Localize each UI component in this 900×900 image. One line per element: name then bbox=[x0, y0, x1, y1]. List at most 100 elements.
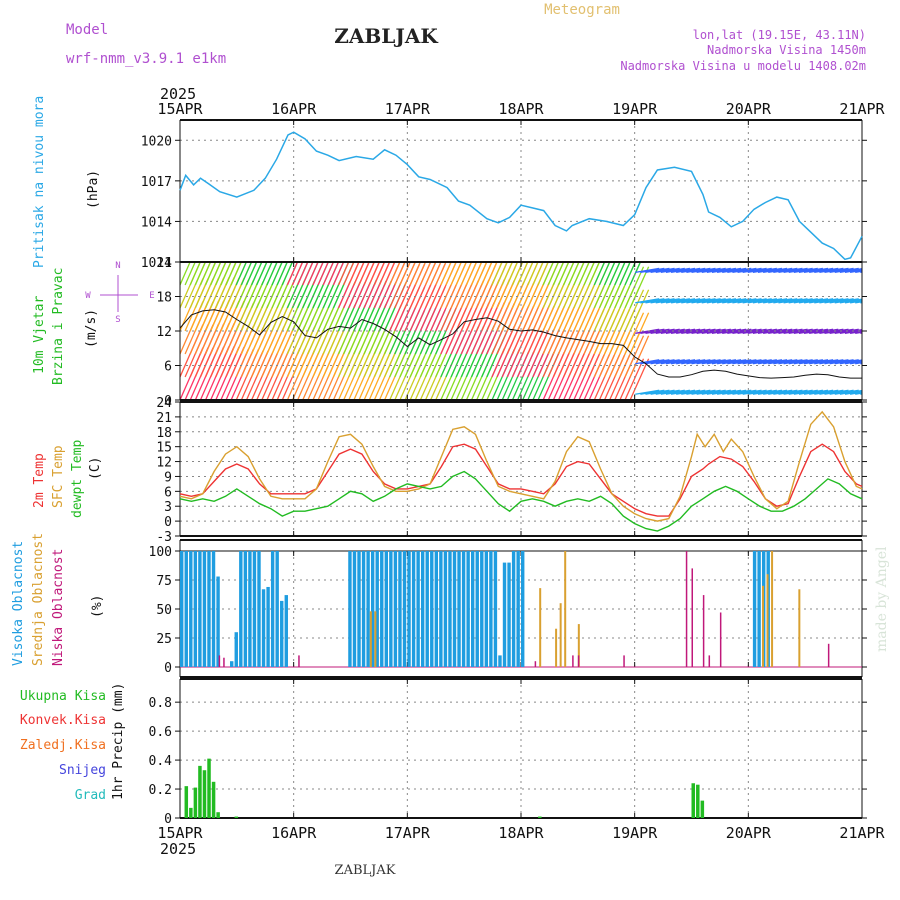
precip-bar bbox=[216, 812, 220, 818]
wind-ylabel-2: Brzina i Pravac bbox=[51, 268, 66, 385]
high-cloud-bar bbox=[402, 551, 407, 667]
mid-cloud-bar bbox=[369, 611, 372, 667]
high-cloud-bar bbox=[352, 551, 357, 667]
high-cloud-bar bbox=[516, 551, 520, 667]
legend-snijeg: Snijeg bbox=[59, 763, 106, 778]
elevation-label: Nadmorska Visina 1450m bbox=[707, 43, 866, 57]
high-cloud-bar bbox=[511, 551, 516, 667]
compass-s: S bbox=[115, 315, 120, 325]
high-cloud-bar bbox=[752, 551, 757, 667]
meteogram-label: Meteogram bbox=[544, 2, 620, 18]
precip-bar bbox=[211, 781, 216, 818]
high-cloud-bar bbox=[261, 589, 266, 667]
x-tick-bottom: 17APR bbox=[385, 824, 431, 842]
temp-ylabel-1: 2m Temp bbox=[32, 453, 47, 508]
high-cloud-bar bbox=[502, 562, 507, 667]
legend-grad: Grad bbox=[75, 788, 106, 803]
cloud-ylabel-3: Niska Oblacnost bbox=[51, 549, 66, 666]
model-label: Model bbox=[66, 22, 108, 38]
y-tick-label: 12 bbox=[156, 325, 172, 340]
precip-bar bbox=[189, 807, 193, 818]
lonlat-label: lon,lat (19.15E, 43.11N) bbox=[693, 28, 866, 42]
compass-w: W bbox=[85, 291, 91, 301]
compass-e: E bbox=[149, 291, 154, 301]
high-cloud-bar bbox=[239, 551, 243, 667]
high-cloud-bar bbox=[411, 551, 416, 667]
y-tick-label: 3 bbox=[164, 500, 172, 515]
y-tick-label: 100 bbox=[149, 545, 172, 560]
high-cloud-bar bbox=[257, 551, 261, 667]
y-tick-label: 0 bbox=[164, 812, 172, 827]
high-cloud-bar bbox=[398, 551, 402, 667]
high-cloud-bar bbox=[234, 632, 238, 667]
low-cloud-bar bbox=[691, 568, 693, 667]
high-cloud-bar bbox=[507, 562, 511, 667]
precip-bar bbox=[198, 765, 202, 818]
x-axis-bottom: 15APR 16APR 17APR 18APR 19APR 20APR 21APR bbox=[157, 824, 885, 842]
high-cloud-bar bbox=[184, 551, 188, 667]
y-tick-label: 24 bbox=[156, 256, 172, 271]
pressure-line bbox=[179, 131, 863, 261]
wind-unit: (m/s) bbox=[84, 309, 99, 348]
watermark: made by Angel bbox=[874, 546, 890, 652]
y-tick-label: 0.8 bbox=[149, 696, 172, 711]
y-tick-label: 18 bbox=[156, 291, 172, 306]
x-tick-bottom: 19APR bbox=[612, 824, 658, 842]
legend-zaledj: Zaledj.Kisa bbox=[20, 738, 106, 753]
high-cloud-bar bbox=[480, 551, 484, 667]
y-tick-label: 6 bbox=[164, 485, 172, 500]
y-tick-label: 18 bbox=[156, 426, 172, 441]
high-cloud-bar bbox=[439, 551, 443, 667]
x-tick-top: 17APR bbox=[385, 100, 431, 118]
high-cloud-bar bbox=[434, 551, 439, 667]
high-cloud-bar bbox=[243, 551, 248, 667]
precip-unit: 1hr Precip (mm) bbox=[111, 683, 126, 800]
x-tick-bottom: 20APR bbox=[726, 824, 772, 842]
y-tick-label: 24 bbox=[156, 396, 172, 411]
y-tick-label: 50 bbox=[156, 603, 172, 618]
precip-bar bbox=[193, 787, 198, 818]
temp-ylabel-3: dewpt Temp bbox=[70, 440, 85, 518]
station-title: ZABLJAK bbox=[334, 24, 438, 48]
y-tick-label: 9 bbox=[164, 470, 172, 485]
y-tick-label: 12 bbox=[156, 456, 172, 471]
high-cloud-bar bbox=[270, 551, 275, 667]
high-cloud-bar bbox=[420, 551, 425, 667]
footer-title: ZABLJAK bbox=[335, 863, 396, 878]
high-cloud-bar bbox=[189, 551, 193, 667]
high-cloud-bar bbox=[348, 551, 352, 667]
high-cloud-bar bbox=[380, 551, 384, 667]
x-tick-top: 18APR bbox=[498, 100, 544, 118]
x-tick-top: 15APR bbox=[157, 100, 203, 118]
cloud-unit: (%) bbox=[90, 595, 105, 618]
mid-cloud-bar bbox=[539, 588, 542, 667]
low-cloud-bar bbox=[572, 655, 574, 667]
high-cloud-bar bbox=[416, 551, 420, 667]
y-tick-label: 15 bbox=[156, 441, 172, 456]
precip-bar bbox=[184, 786, 189, 818]
y-tick-label: 1014 bbox=[141, 215, 172, 230]
pressure-panel: 1011 1014 1017 1020 bbox=[141, 119, 867, 271]
mid-cloud-bar bbox=[555, 628, 558, 667]
high-cloud-bar bbox=[284, 595, 288, 667]
x-tick-top: 19APR bbox=[612, 100, 658, 118]
pressure-ylabel: Pritisak na nivou mora bbox=[32, 96, 47, 268]
year-top: 2025 bbox=[160, 85, 196, 103]
low-cloud-bar bbox=[298, 655, 300, 667]
high-cloud-bar bbox=[207, 551, 211, 667]
temp-ylabel-2: SFC Temp bbox=[51, 445, 66, 508]
high-cloud-bar bbox=[180, 551, 184, 667]
high-cloud-bar bbox=[375, 551, 379, 667]
precip-legend: Ukupna Kisa Konvek.Kisa Zaledj.Kisa Snij… bbox=[20, 689, 106, 803]
precip-bar bbox=[696, 784, 700, 818]
low-cloud-bar bbox=[719, 612, 722, 667]
high-cloud-bar bbox=[443, 551, 448, 667]
y-tick-label: 0.4 bbox=[149, 754, 173, 769]
high-cloud-bar bbox=[280, 600, 284, 667]
y-tick-label: 1020 bbox=[141, 134, 172, 149]
mid-cloud-bar bbox=[559, 603, 562, 667]
high-cloud-bar bbox=[389, 551, 393, 667]
high-cloud-bar bbox=[384, 551, 389, 667]
y-tick-label: 1017 bbox=[141, 175, 172, 190]
